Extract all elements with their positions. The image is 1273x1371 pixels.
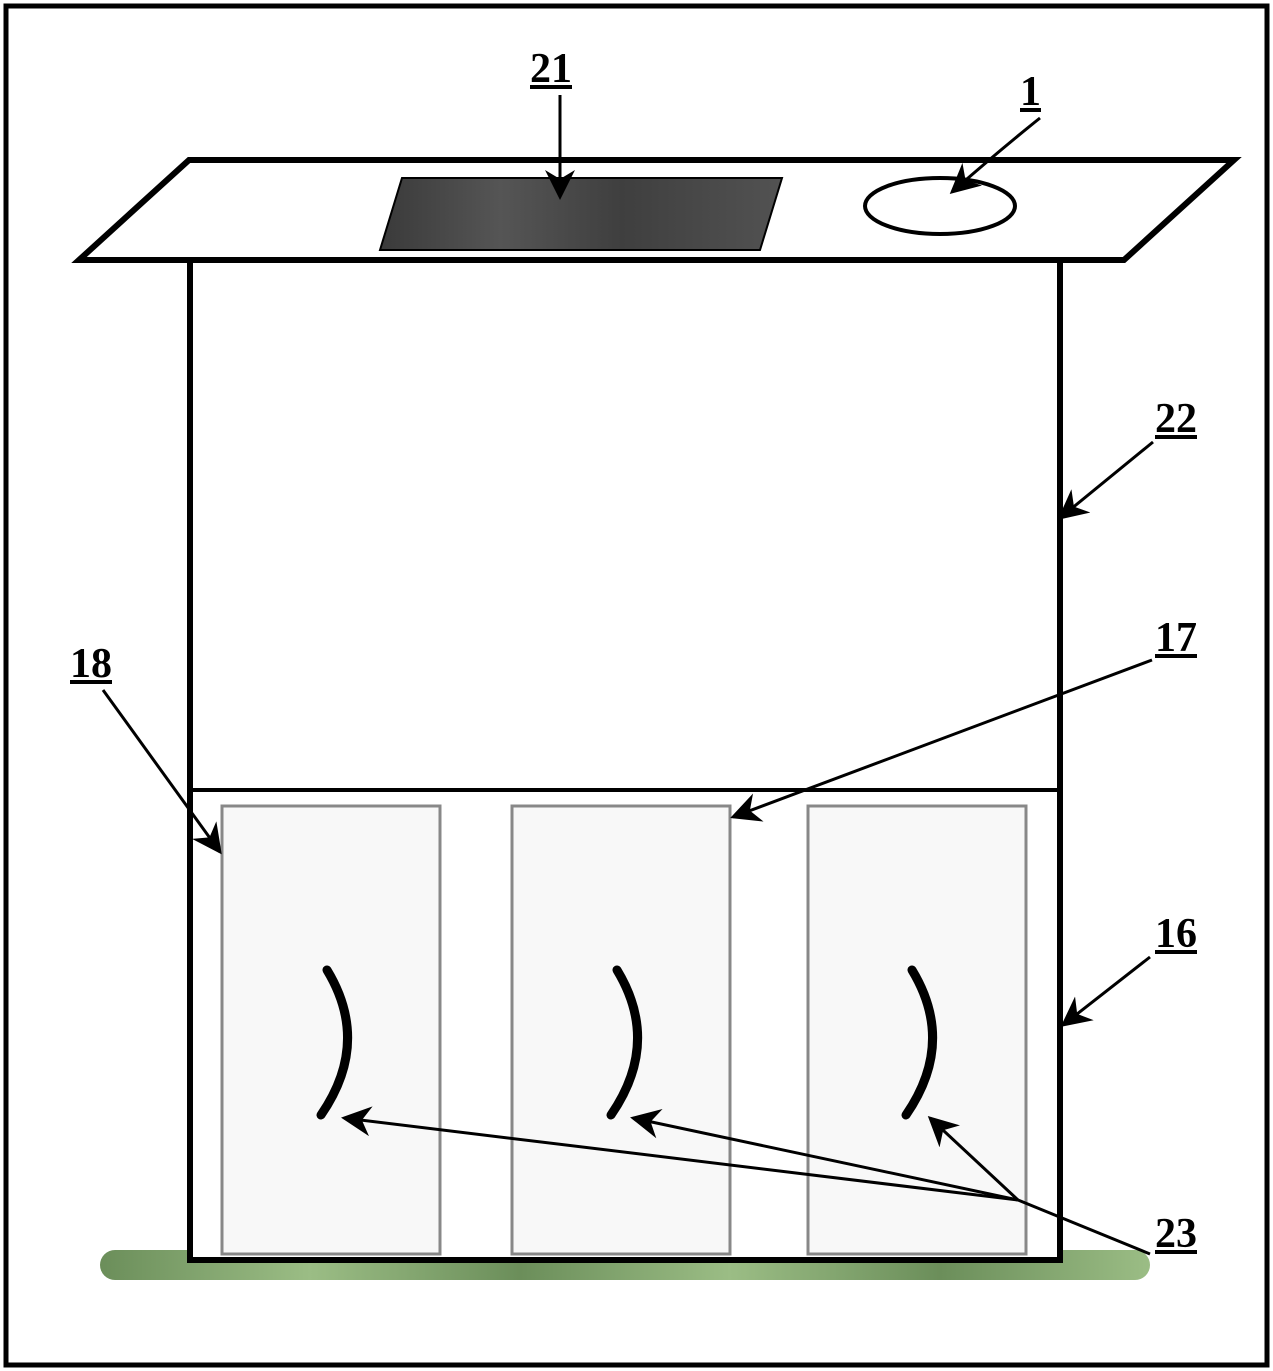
label-16: 16 bbox=[1155, 910, 1197, 958]
diagram-svg bbox=[0, 0, 1273, 1371]
label-17: 17 bbox=[1155, 614, 1197, 662]
label-23: 23 bbox=[1155, 1210, 1197, 1258]
label-21: 21 bbox=[530, 45, 572, 93]
label-18: 18 bbox=[70, 640, 112, 688]
label-22: 22 bbox=[1155, 395, 1197, 443]
diagram-canvas: 21 1 22 17 18 16 23 bbox=[0, 0, 1273, 1371]
label-1: 1 bbox=[1020, 68, 1041, 116]
